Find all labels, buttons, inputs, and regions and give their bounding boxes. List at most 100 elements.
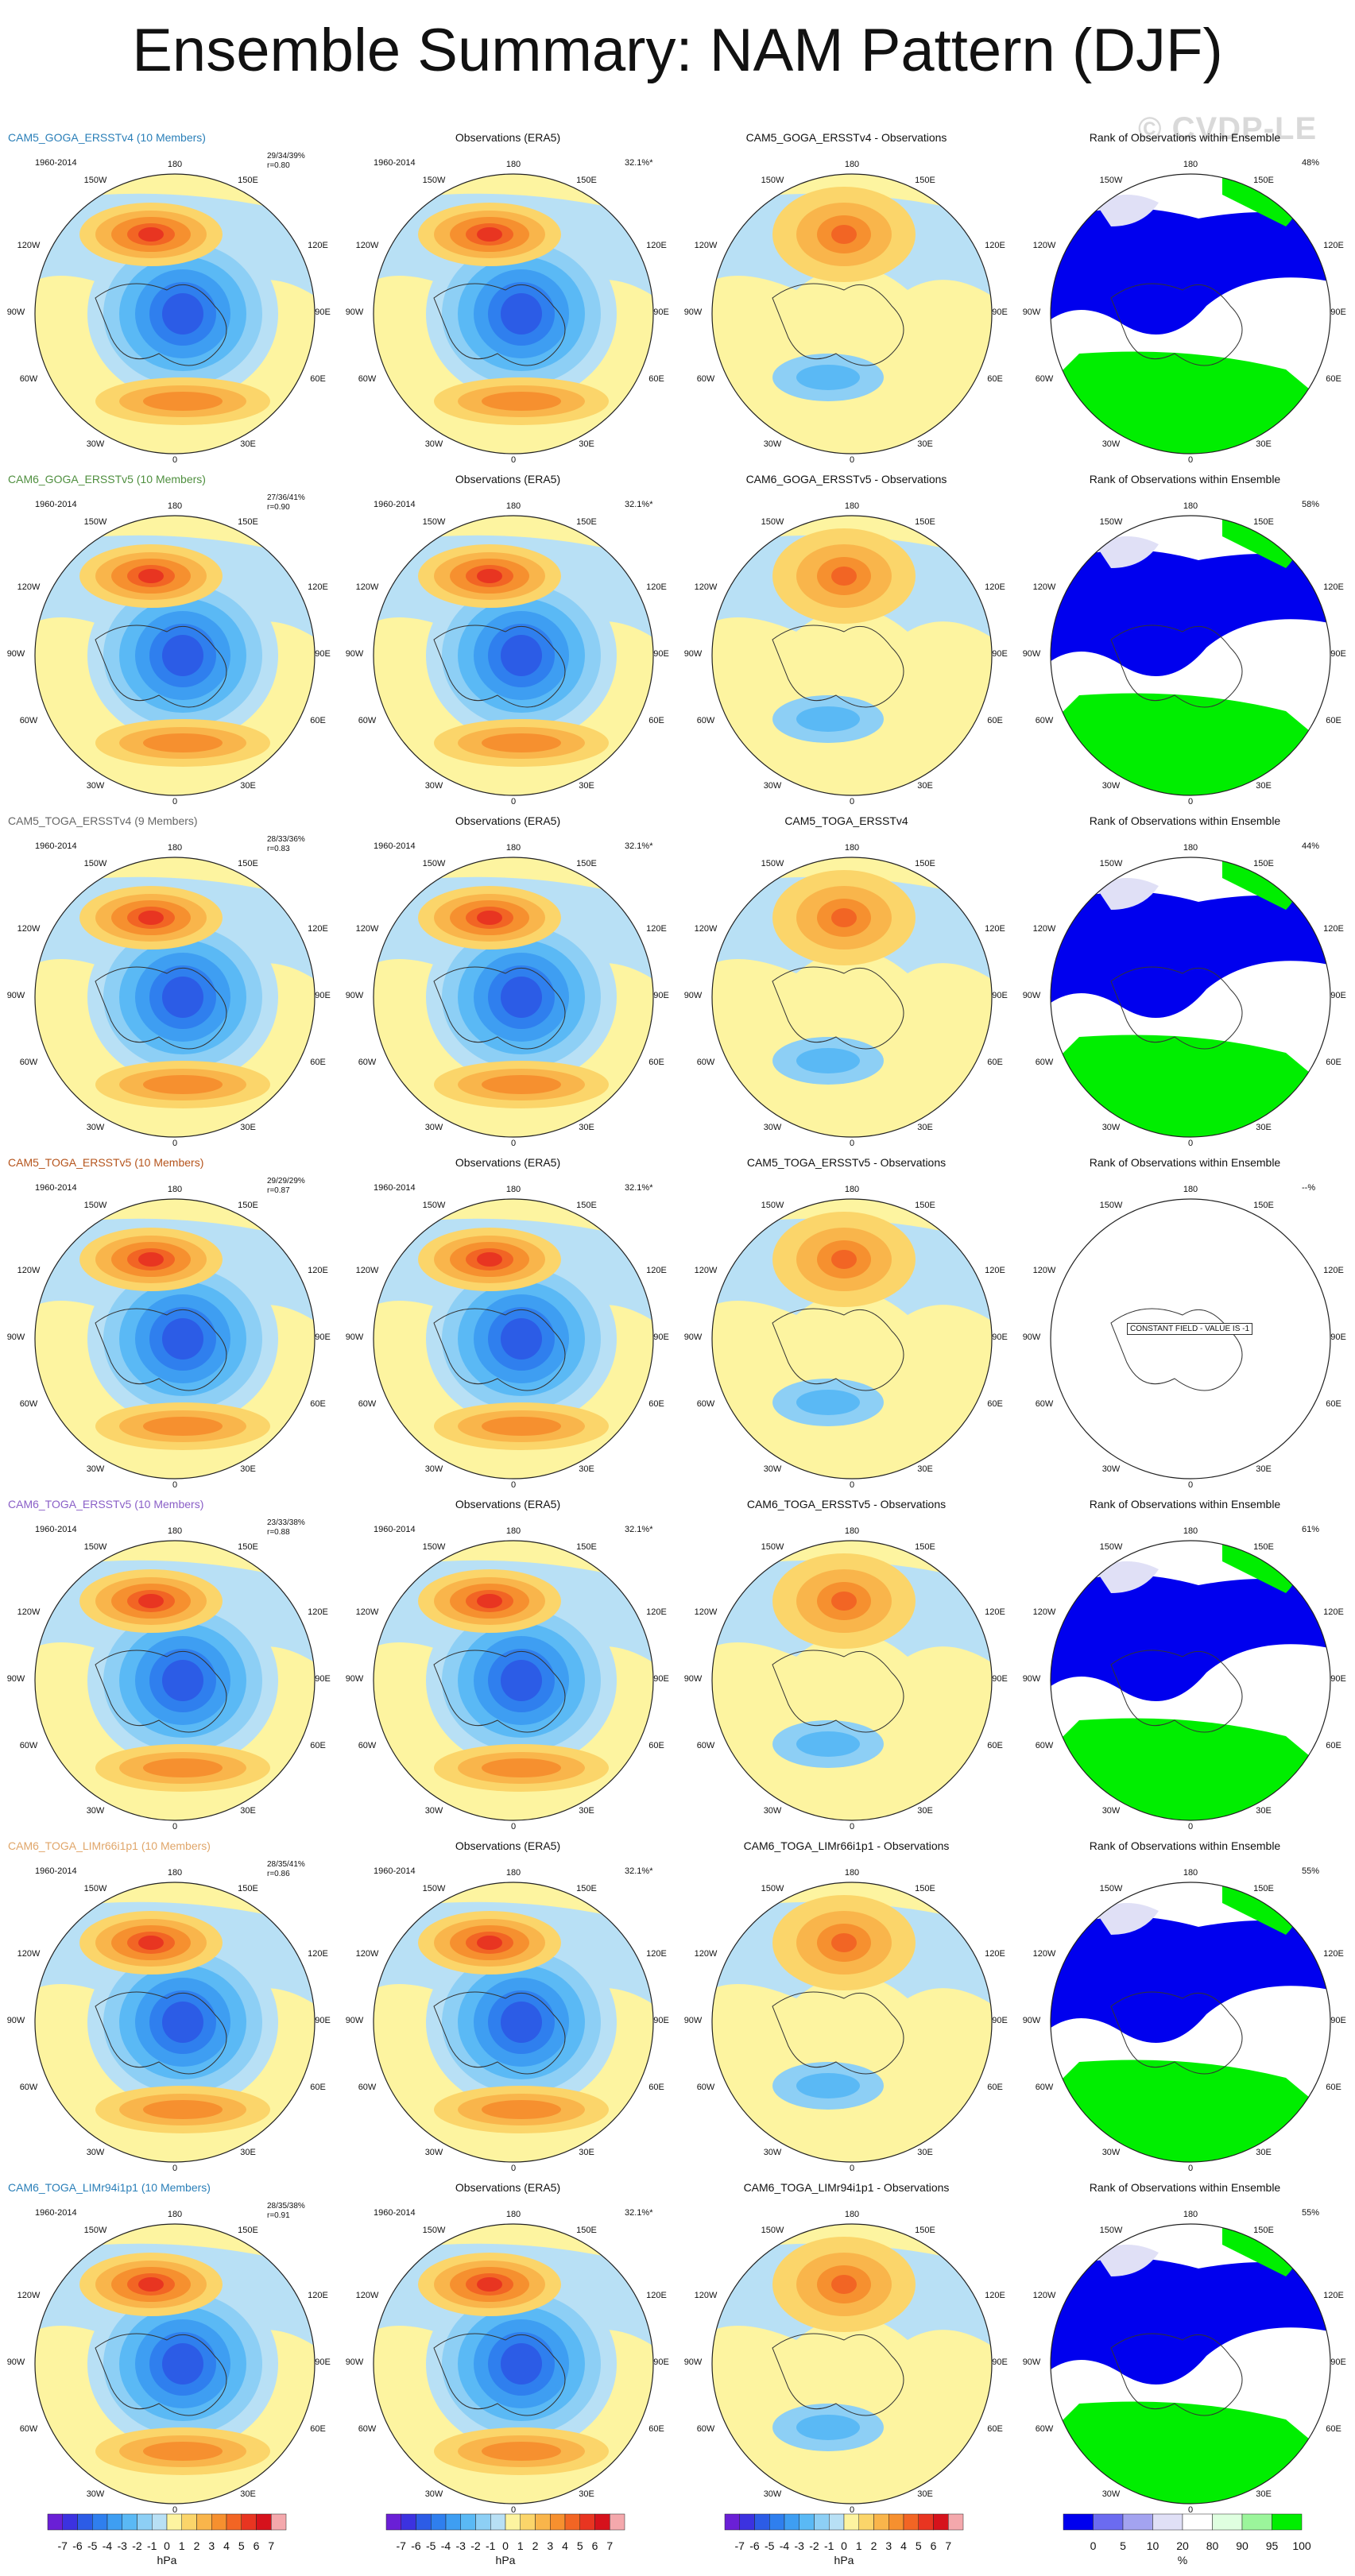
lon-label-r: 90E	[992, 991, 1008, 1000]
high-pacific-contour-4	[138, 1936, 164, 1950]
high-pacific-contour-4	[477, 569, 502, 583]
map-rim	[711, 1540, 993, 1821]
lon-label-tl: 150W	[422, 517, 446, 527]
mean-map	[373, 1198, 654, 1479]
period-label: 1960-2014	[374, 1525, 416, 1534]
colorbar-hpa-tick: -2	[470, 2539, 481, 2552]
lon-label-rl: 60E	[1326, 1399, 1341, 1409]
map-rim	[373, 857, 654, 1138]
map-rim	[373, 1198, 654, 1479]
colorbar-hpa-swatch	[431, 2513, 447, 2531]
colorbar-hpa-swatch	[724, 2513, 740, 2531]
colorbar-rank-swatches	[1063, 2513, 1303, 2531]
colorbar-hpa-tick: -7	[396, 2539, 406, 2552]
lon-label-ru: 120E	[985, 1266, 1005, 1275]
lon-label-rl: 60E	[987, 2424, 1003, 2434]
lon-label-ll: 60W	[1035, 1741, 1054, 1750]
mean-map	[373, 857, 654, 1138]
lon-label-rl: 60E	[1326, 716, 1341, 725]
rank-high-region	[1051, 2401, 1330, 2504]
map-rim	[373, 2223, 654, 2504]
period-label: 1960-2014	[35, 1525, 77, 1534]
lon-label-bottom: 0	[510, 1822, 517, 1831]
lon-label-r: 90E	[653, 649, 669, 659]
ensemble-stats: 28/35/38% r=0.91	[267, 2202, 305, 2221]
lon-label-rl: 60E	[987, 716, 1003, 725]
diff-low-contour-1	[796, 1390, 860, 1415]
map-rim	[711, 857, 993, 1138]
low-contour-5	[162, 1318, 203, 1360]
colorbar-hpa-swatch	[416, 2513, 432, 2531]
lon-label-ll: 60W	[358, 1399, 377, 1409]
lon-label-bottom: 0	[1187, 797, 1194, 806]
lon-label-br: 30E	[917, 2489, 933, 2499]
colorbar-rank-tick: 95	[1265, 2539, 1279, 2552]
obs-pct: 32.1%*	[625, 1183, 653, 1193]
lon-label-ru: 120E	[646, 924, 667, 934]
colorbar-hpa-swatch	[196, 2513, 212, 2531]
diff-panel: CAM5_TOGA_ERSSTv4 180 150W 150E 120W 120E 90W 9…	[677, 806, 1016, 1148]
stat-correlation: r=0.87	[267, 1186, 290, 1195]
lon-label-l: 90W	[6, 2357, 25, 2367]
ensemble-panel: CAM5_TOGA_ERSSTv5 (10 Members) 1960-2014 2…	[0, 1148, 339, 1490]
rank-pct: 55%	[1302, 2208, 1320, 2218]
colorbar-hpa-swatches	[385, 2513, 625, 2531]
period-label: 1960-2014	[35, 2208, 77, 2218]
lon-label-bottom: 0	[849, 1139, 855, 1148]
lon-label-br: 30E	[240, 2489, 256, 2499]
rank-map	[1050, 1882, 1331, 2163]
coastline	[433, 966, 566, 1050]
colorbar-hpa-tick: 1	[855, 2539, 862, 2552]
lon-label-tl: 150W	[761, 176, 784, 185]
lon-label-rl: 60E	[648, 1399, 664, 1409]
lon-label-top: 180	[1183, 843, 1198, 853]
high-atlantic-contour-2	[143, 1417, 223, 1436]
low-contour-5	[501, 2002, 542, 2043]
map-rim	[1050, 1198, 1331, 1479]
lon-label-top: 180	[505, 2210, 521, 2219]
lon-label-br: 30E	[579, 1123, 594, 1132]
lon-label-ru: 120E	[1323, 1949, 1344, 1959]
lon-label-rl: 60E	[310, 2424, 326, 2434]
rank-low-region	[1051, 1575, 1330, 1701]
figure-row: CAM5_TOGA_ERSSTv5 (10 Members) 1960-2014 2…	[0, 1148, 1355, 1490]
lon-label-bottom: 0	[172, 2164, 178, 2173]
high-atlantic-contour-2	[482, 733, 561, 752]
colorbar-hpa-swatch	[475, 2513, 491, 2531]
lon-label-lu: 120W	[694, 1266, 718, 1275]
high-pacific-contour-4	[477, 1252, 502, 1267]
map-rim	[373, 1882, 654, 2163]
high-atlantic-contour-2	[143, 1075, 223, 1094]
lon-label-rl: 60E	[648, 374, 664, 384]
lon-label-br: 30E	[579, 439, 594, 449]
rank-pct: 61%	[1302, 1525, 1320, 1534]
lon-label-rl: 60E	[310, 2083, 326, 2092]
lon-label-ru: 120E	[985, 241, 1005, 250]
lon-label-top: 180	[844, 843, 860, 853]
colorbar-hpa-tick: 4	[223, 2539, 230, 2552]
lon-label-r: 90E	[653, 991, 669, 1000]
lon-label-br: 30E	[917, 439, 933, 449]
colorbar-hpa-tick: 1	[178, 2539, 185, 2552]
lon-label-tl: 150W	[83, 1542, 107, 1552]
lon-label-lu: 120W	[1032, 924, 1056, 934]
lon-label-ll: 60W	[358, 1058, 377, 1067]
lon-label-l: 90W	[1022, 2016, 1041, 2025]
ensemble-panel: CAM6_GOGA_ERSSTv5 (10 Members) 1960-2014 2…	[0, 465, 339, 806]
lon-label-bottom: 0	[172, 455, 178, 465]
rank-high-region	[1051, 2060, 1330, 2162]
diff-high-contour-3	[831, 225, 857, 244]
diff-panel: CAM6_TOGA_LIMr66i1p1 - Observations 180 15…	[677, 1831, 1016, 2173]
figure-row: CAM6_GOGA_ERSSTv5 (10 Members) 1960-2014 2…	[0, 465, 1355, 806]
figure-row: CAM6_TOGA_LIMr94i1p1 (10 Members) 1960-20…	[0, 2173, 1355, 2515]
ensemble-stats: 29/34/39% r=0.80	[267, 152, 305, 171]
lon-label-r: 90E	[653, 1332, 669, 1342]
rank-panel: Rank of Observations within Ensemble --% 1…	[1016, 1148, 1354, 1490]
lon-label-rl: 60E	[310, 1741, 326, 1750]
mean-map	[34, 857, 316, 1138]
lon-label-ru: 120E	[308, 582, 328, 592]
lon-label-lu: 120W	[355, 1607, 379, 1617]
lon-label-rl: 60E	[1326, 1058, 1341, 1067]
low-contour-5	[162, 977, 203, 1018]
lon-label-ll: 60W	[1035, 716, 1054, 725]
